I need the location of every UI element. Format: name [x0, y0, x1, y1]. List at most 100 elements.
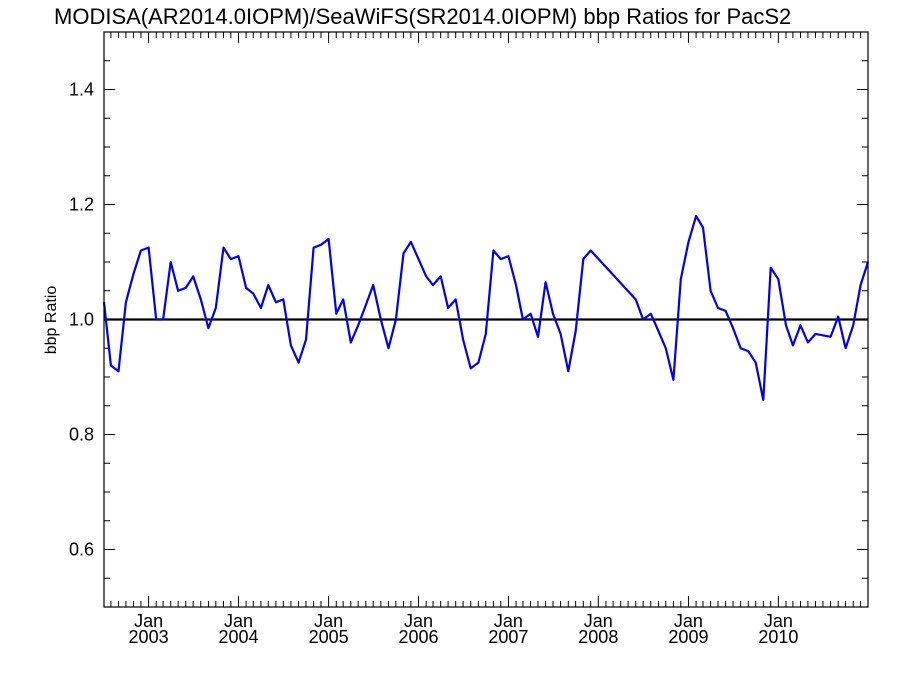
data-point — [432, 284, 434, 286]
data-point — [215, 307, 217, 309]
axis-ticks — [104, 31, 868, 608]
data-point — [770, 267, 772, 269]
data-point — [313, 247, 315, 249]
x-tick-month-label: Jan — [764, 611, 793, 631]
data-point — [500, 258, 502, 260]
data-point — [860, 284, 862, 286]
data-point — [814, 333, 817, 335]
data-point — [695, 215, 697, 217]
data-point — [672, 379, 675, 381]
data-point — [387, 347, 390, 349]
series-line-bbp-ratio — [102, 214, 870, 402]
data-point — [635, 298, 637, 300]
y-tick-label: 0.6 — [69, 540, 94, 560]
y-axis-label: bbp Ratio — [43, 286, 60, 355]
data-point — [148, 247, 150, 249]
data-point — [282, 298, 284, 300]
data-point — [455, 298, 457, 300]
data-point — [185, 287, 187, 289]
data-point — [192, 275, 194, 277]
data-point — [830, 336, 832, 338]
data-point — [717, 307, 719, 309]
data-point — [260, 307, 262, 309]
data-point — [710, 290, 712, 292]
data-point — [267, 284, 269, 286]
data-point — [222, 247, 225, 249]
data-point — [762, 399, 764, 401]
data-point — [395, 318, 397, 321]
data-point — [252, 293, 254, 295]
data-point — [755, 362, 757, 364]
data-point — [537, 336, 539, 338]
chart-title: MODISA(AR2014.0IOPM)/SeaWiFS(SR2014.0IOP… — [54, 4, 791, 29]
x-tick-month-label: Jan — [314, 611, 343, 631]
data-point — [170, 261, 172, 263]
data-point — [125, 301, 127, 303]
data-point — [657, 330, 660, 332]
data-point — [545, 281, 547, 283]
data-point — [837, 316, 839, 318]
data-point — [740, 347, 742, 349]
data-point — [575, 330, 577, 332]
data-point — [492, 249, 494, 252]
data-point — [650, 313, 652, 315]
data-point — [807, 341, 809, 344]
x-tick-month-label: Jan — [674, 611, 703, 631]
data-point — [207, 327, 209, 329]
data-point — [462, 339, 464, 341]
x-tick-month-label: Jan — [404, 611, 433, 631]
data-point — [747, 350, 749, 352]
data-point — [372, 284, 374, 286]
data-point — [567, 370, 569, 372]
data-point — [417, 258, 420, 260]
x-tick-year-label: 2004 — [218, 627, 258, 647]
data-point — [335, 313, 337, 315]
data-point — [305, 339, 307, 341]
y-tick-label: 0.8 — [69, 425, 94, 445]
x-tick-year-label: 2010 — [758, 627, 798, 647]
data-point — [785, 324, 787, 326]
data-point — [852, 324, 854, 326]
x-tick-month-label: Jan — [224, 611, 253, 631]
data-point — [140, 249, 142, 252]
tick-labels: 0.60.81.01.21.4Jan2003Jan2004Jan2005Jan2… — [69, 80, 798, 648]
data-point — [162, 318, 164, 321]
data-point — [792, 344, 794, 346]
data-point — [447, 307, 449, 309]
x-tick-year-label: 2003 — [129, 627, 169, 647]
data-point — [275, 301, 277, 303]
data-point — [440, 275, 442, 277]
data-point — [522, 318, 524, 321]
data-point — [237, 255, 240, 257]
data-points — [103, 215, 869, 401]
x-tick-year-label: 2005 — [309, 627, 349, 647]
data-point — [845, 347, 847, 349]
data-point — [365, 304, 367, 306]
data-point — [200, 298, 202, 300]
data-point — [328, 238, 330, 240]
x-tick-year-label: 2008 — [578, 627, 618, 647]
data-point — [342, 298, 344, 300]
data-point — [320, 244, 322, 246]
data-point — [230, 258, 232, 260]
data-point — [155, 318, 157, 321]
data-point — [477, 362, 479, 364]
data-point — [777, 278, 779, 280]
y-tick-label: 1.4 — [69, 80, 94, 100]
data-point — [725, 310, 727, 312]
x-tick-year-label: 2007 — [488, 627, 528, 647]
data-point — [425, 275, 427, 277]
data-point — [470, 367, 472, 369]
data-point — [665, 347, 667, 349]
data-point — [687, 241, 690, 243]
plot-frame — [103, 31, 869, 608]
data-point — [133, 272, 135, 275]
data-point — [110, 364, 112, 367]
x-tick-year-label: 2006 — [398, 627, 438, 647]
data-point — [380, 318, 382, 321]
data-point — [530, 313, 532, 315]
data-point — [680, 278, 682, 280]
data-point — [357, 324, 359, 326]
x-tick-month-label: Jan — [134, 611, 163, 631]
